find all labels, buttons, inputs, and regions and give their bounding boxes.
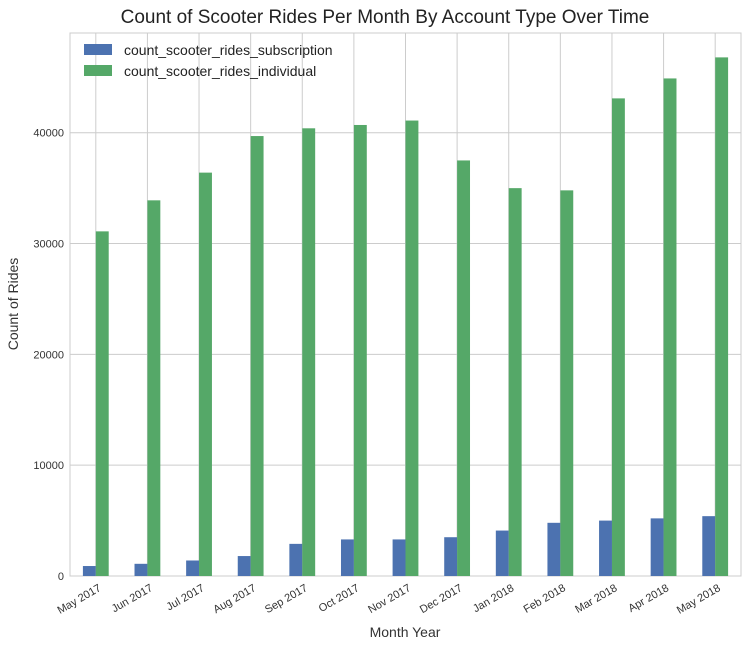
x-tick-label: Jun 2017 [110,582,155,615]
bar-individual [95,231,109,577]
x-tick-label: Aug 2017 [211,582,258,616]
bar-individual [147,200,161,577]
x-tick-label: Mar 2018 [573,582,619,616]
bar-subscription [134,563,148,576]
bar-individual [302,128,316,576]
y-axis-label: Count of Rides [5,258,21,351]
bar-individual [715,57,729,577]
y-tick-label: 10000 [33,460,64,472]
x-tick-label: Apr 2018 [626,582,671,615]
x-axis-label: Month Year [370,624,441,640]
bar-subscription [82,566,96,576]
bar-individual [353,124,367,577]
bar-individual [457,160,471,576]
y-tick-label: 40000 [33,128,64,140]
x-tick-labels: May 2017 Jun 2017 Jul 2017 Aug 2017 Sep 2017… [55,582,722,617]
bar-individual [663,78,677,576]
legend-label: count_scooter_rides_subscription [124,42,333,58]
bar-subscription [495,530,509,576]
y-tick-label: 0 [58,571,64,583]
bar-subscription [237,556,251,576]
legend: count_scooter_rides_subscription count_sc… [84,42,333,79]
bar-subscription [547,522,561,576]
bar-subscription [186,560,200,576]
bar-subscription [444,537,458,576]
bar-subscription [340,539,354,576]
bar-individual [611,98,625,577]
x-tick-label: May 2017 [55,582,103,617]
bars [82,57,729,577]
legend-swatch [84,65,112,76]
x-tick-label: Sep 2017 [263,582,310,616]
x-tick-label: May 2018 [675,582,723,617]
bar-individual [405,120,419,577]
bar-subscription [650,518,664,576]
bar-individual [199,172,212,576]
x-tick-label: Jul 2017 [165,582,207,613]
y-tick-label: 30000 [33,239,64,251]
x-tick-label: Oct 2017 [317,582,362,615]
bar-subscription [702,516,716,576]
chart-title: Count of Scooter Rides Per Month By Acco… [121,7,650,28]
x-tick-label: Jan 2018 [471,582,516,615]
bar-individual [508,188,522,576]
bar-individual [560,190,574,576]
x-tick-label: Feb 2018 [522,582,568,616]
legend-swatch [84,44,112,55]
x-tick-label: Nov 2017 [366,582,413,616]
y-tick-label: 20000 [33,349,64,361]
bar-subscription [392,539,406,576]
bar-subscription [599,520,612,576]
x-tick-label: Dec 2017 [418,582,465,616]
y-tick-labels: 0 10000 20000 30000 40000 [33,128,64,583]
bar-individual [250,136,264,576]
bar-subscription [289,543,303,576]
legend-label: count_scooter_rides_individual [124,63,316,79]
